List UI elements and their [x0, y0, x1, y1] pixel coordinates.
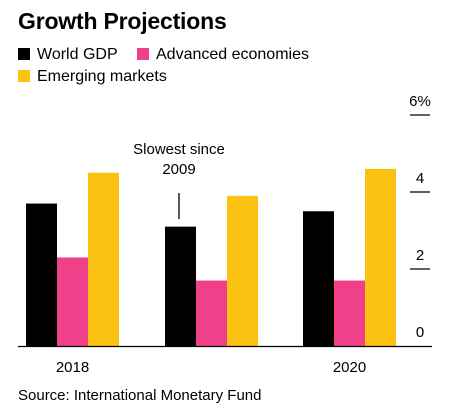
legend-label-world-gdp: World GDP	[37, 46, 118, 63]
bar-advanced-economies-2019	[196, 280, 227, 346]
y-tick-label-6: 6%	[409, 93, 431, 110]
bar-emerging-markets-2020	[365, 168, 396, 346]
legend-swatch-world-gdp	[18, 48, 30, 60]
chart-title: Growth Projections	[18, 8, 227, 34]
bar-world-gdp-2018	[26, 203, 57, 346]
bar-advanced-economies-2020	[334, 280, 365, 346]
legend-label-advanced-economies: Advanced economies	[156, 46, 309, 63]
legend-label-emerging-markets: Emerging markets	[37, 68, 167, 85]
legend-item-world-gdp: World GDP	[18, 46, 118, 64]
annotation-line-1: Slowest since	[133, 141, 225, 158]
legend-item-advanced-economies: Advanced economies	[137, 46, 309, 64]
bar-world-gdp-2019	[165, 226, 196, 346]
bar-advanced-economies-2018	[57, 257, 88, 346]
bar-emerging-markets-2018	[88, 172, 119, 346]
x-tick-label-2018: 2018	[56, 359, 89, 376]
source-note: Source: International Monetary Fund	[18, 387, 262, 404]
y-tick-label-4: 4	[416, 170, 424, 187]
x-tick-label-2020: 2020	[333, 359, 366, 376]
legend-item-emerging-markets: Emerging markets	[18, 68, 167, 86]
y-tick-label-0: 0	[416, 324, 424, 341]
annotation-line-2: 2009	[162, 161, 195, 178]
bar-world-gdp-2020	[303, 211, 334, 346]
bar-emerging-markets-2019	[227, 195, 258, 346]
y-tick-label-2: 2	[416, 247, 424, 264]
legend-swatch-advanced-economies	[137, 48, 149, 60]
legend-swatch-emerging-markets	[18, 70, 30, 82]
